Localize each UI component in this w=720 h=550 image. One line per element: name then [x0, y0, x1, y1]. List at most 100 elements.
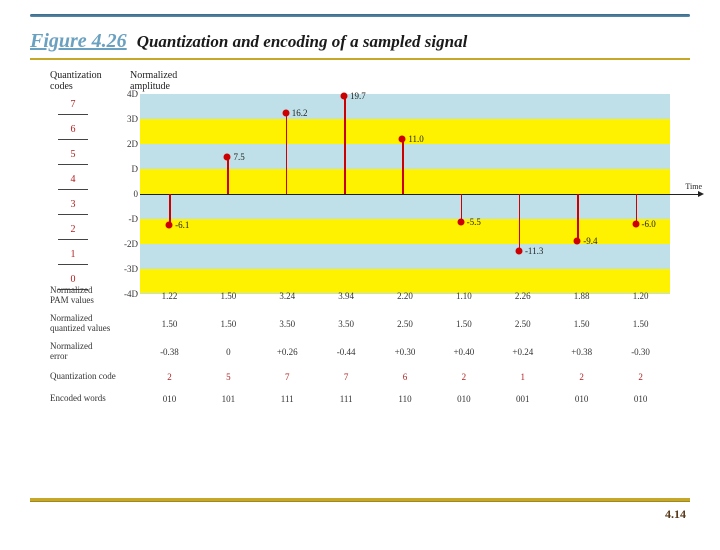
- cell: 7: [258, 372, 317, 382]
- quant-code-2: 2: [58, 219, 88, 240]
- amp-tick: 0: [134, 189, 139, 199]
- cell: 1.88: [552, 291, 611, 301]
- cell: 1.10: [434, 291, 493, 301]
- header-amplitude: Normalized amplitude: [130, 70, 190, 92]
- cell: 111: [317, 394, 376, 404]
- cell: 2: [434, 372, 493, 382]
- cell: 2: [552, 372, 611, 382]
- chart-area: Quantization codes Normalized amplitude …: [50, 70, 670, 294]
- cell: 2: [140, 372, 199, 382]
- sample-value-label: -6.1: [175, 220, 189, 230]
- cell: 3.50: [258, 319, 317, 329]
- amp-tick: -2D: [124, 239, 138, 249]
- cell: 1.50: [199, 319, 258, 329]
- amp-tick: D: [132, 164, 139, 174]
- cell: 5: [199, 372, 258, 382]
- stem: [169, 194, 171, 225]
- cell: 1.50: [611, 319, 670, 329]
- quant-code-7: 7: [58, 94, 88, 115]
- sample-value-label: -5.5: [467, 217, 481, 227]
- cell: +0.38: [552, 347, 611, 357]
- amp-tick: -D: [129, 214, 139, 224]
- cell: 2.50: [493, 319, 552, 329]
- row-label: Normalized PAM values: [50, 286, 140, 306]
- sample-value-label: 7.5: [233, 152, 244, 162]
- codes-column: 76543210: [50, 94, 110, 294]
- cell: 010: [140, 394, 199, 404]
- cell: 3.24: [258, 291, 317, 301]
- amp-tick: 2D: [127, 139, 138, 149]
- sample-dot: [341, 92, 348, 99]
- row-cells: -0.380+0.26-0.44+0.30+0.40+0.24+0.38-0.3…: [140, 347, 670, 357]
- cell: 111: [258, 394, 317, 404]
- plot-area: 76543210 4D3D2DD0-D-2D-3D-4D Time -6.17.…: [50, 94, 670, 294]
- amp-tick: -3D: [124, 264, 138, 274]
- cell: 2.26: [493, 291, 552, 301]
- cell: 1.50: [434, 319, 493, 329]
- amp-tick: 4D: [127, 89, 138, 99]
- cell: 101: [199, 394, 258, 404]
- cell: -0.44: [317, 347, 376, 357]
- x-axis: [140, 194, 700, 195]
- figure-label: Figure 4.26: [30, 30, 127, 53]
- cell: 010: [434, 394, 493, 404]
- row-label: Normalized error: [50, 342, 140, 362]
- cell: -0.38: [140, 347, 199, 357]
- sample-dot: [224, 153, 231, 160]
- time-axis-label: Time: [685, 182, 702, 191]
- sample-value-label: 19.7: [350, 91, 366, 101]
- sample-dot: [282, 110, 289, 117]
- cell: 1.22: [140, 291, 199, 301]
- table-row: Quantization code257762122: [50, 366, 670, 388]
- table-row: Normalized quantized values1.501.503.503…: [50, 310, 670, 338]
- cell: 001: [493, 394, 552, 404]
- cell: 1.20: [611, 291, 670, 301]
- stem: [286, 113, 288, 194]
- row-label: Normalized quantized values: [50, 314, 140, 334]
- cell: 6: [376, 372, 435, 382]
- quant-code-1: 1: [58, 244, 88, 265]
- quant-code-4: 4: [58, 169, 88, 190]
- row-label: Quantization code: [50, 372, 140, 382]
- stem: [519, 194, 521, 251]
- sample-value-label: 16.2: [292, 108, 308, 118]
- figure-title: Quantization and encoding of a sampled s…: [137, 32, 468, 52]
- cell: 1.50: [199, 291, 258, 301]
- cell: 010: [611, 394, 670, 404]
- sample-value-label: -9.4: [583, 236, 597, 246]
- row-cells: 1.221.503.243.942.201.102.261.881.20: [140, 291, 670, 301]
- cell: 0: [199, 347, 258, 357]
- sample-value-label: -11.3: [525, 246, 543, 256]
- cell: 1.50: [552, 319, 611, 329]
- cell: 3.50: [317, 319, 376, 329]
- row-label: Encoded words: [50, 394, 140, 404]
- sample-dot: [574, 238, 581, 245]
- row-cells: 257762122: [140, 372, 670, 382]
- cell: +0.24: [493, 347, 552, 357]
- sample-value-label: 11.0: [408, 134, 423, 144]
- page-number: 4.14: [665, 507, 686, 522]
- sample-dot: [515, 247, 522, 254]
- cell: 2: [611, 372, 670, 382]
- header-codes: Quantization codes: [50, 70, 130, 92]
- amplitude-column: 4D3D2DD0-D-2D-3D-4D: [110, 94, 140, 294]
- table-row: Encoded words010101111111110010001010010: [50, 388, 670, 410]
- data-table: Normalized PAM values1.221.503.243.942.2…: [50, 282, 670, 410]
- bottom-rule: [30, 498, 690, 502]
- band: [140, 169, 670, 194]
- stem: [577, 194, 579, 241]
- cell: 3.94: [317, 291, 376, 301]
- table-row: Normalized PAM values1.221.503.243.942.2…: [50, 282, 670, 310]
- sample-value-label: -6.0: [642, 219, 656, 229]
- sample-dot: [399, 136, 406, 143]
- cell: -0.30: [611, 347, 670, 357]
- quant-code-5: 5: [58, 144, 88, 165]
- table-row: Normalized error-0.380+0.26-0.44+0.30+0.…: [50, 338, 670, 366]
- sample-dot: [166, 221, 173, 228]
- cell: 2.50: [376, 319, 435, 329]
- amp-tick: 3D: [127, 114, 138, 124]
- sample-dot: [457, 218, 464, 225]
- cell: +0.26: [258, 347, 317, 357]
- cell: 1.50: [140, 319, 199, 329]
- stem: [227, 157, 229, 195]
